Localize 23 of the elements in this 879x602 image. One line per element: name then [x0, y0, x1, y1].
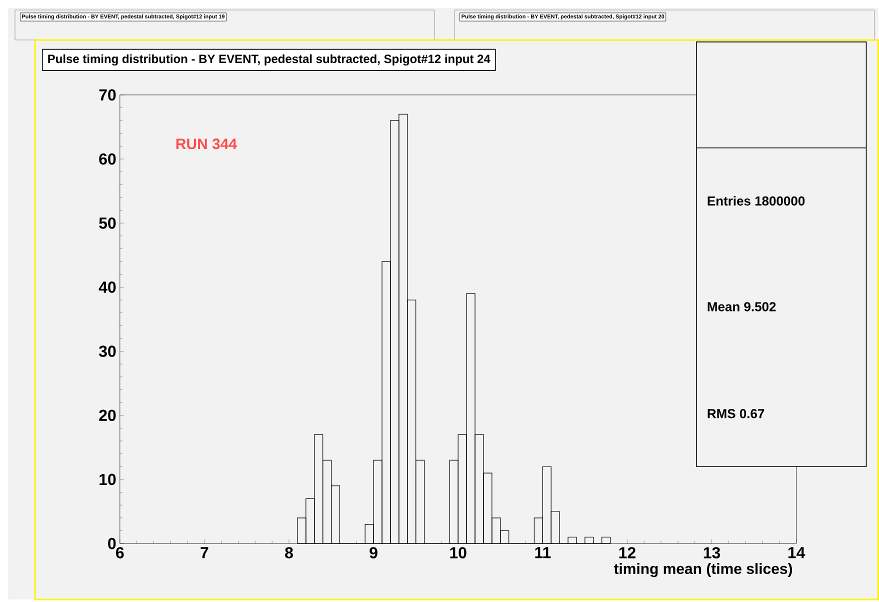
x-tick-label: 8 [285, 546, 293, 558]
x-tick-label: 13 [704, 546, 720, 558]
annotation: Mean 9.502 [708, 302, 776, 312]
y-tick-label: 70 [99, 89, 116, 100]
y-tick-label: 0 [108, 538, 116, 549]
y-tick-label: 60 [99, 153, 116, 164]
y-tick-label: 20 [99, 409, 116, 421]
x-tick-label: 14 [788, 546, 806, 558]
x-tick-label: 7 [200, 546, 208, 558]
x-tick-label: 12 [619, 546, 636, 558]
x-tick-label: 11 [535, 546, 551, 558]
chart-title: Pulse timing distribution - BY EVENT, pedestal subtracted, Spigot#12 input 24 [48, 54, 490, 66]
x-tick-label: 9 [370, 546, 378, 558]
annotation: Entries 1800000 [708, 196, 805, 206]
x-axis-title: timing mean (time slices) [614, 562, 792, 577]
y-tick-label: 30 [98, 345, 116, 357]
y-tick-label: 40 [98, 281, 116, 293]
annotation: RUN 344 [176, 138, 237, 149]
annotation: RMS 0.67 [708, 408, 764, 418]
x-tick-label: 6 [116, 546, 124, 558]
y-tick-label: 10 [100, 474, 116, 485]
y-tick-label: 50 [99, 217, 116, 229]
x-tick-label: 10 [450, 546, 466, 558]
